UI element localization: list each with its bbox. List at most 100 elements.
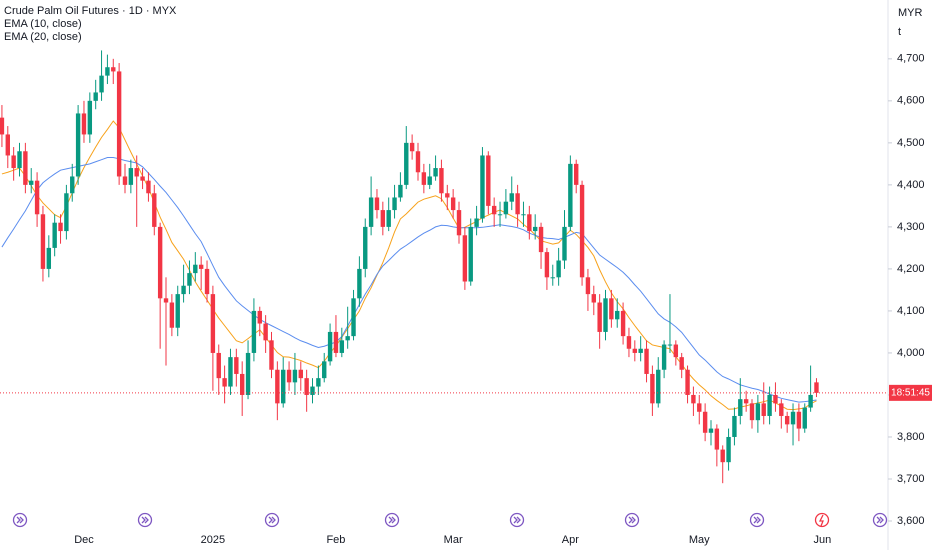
y-tick-label: 4,300: [897, 221, 925, 233]
candle-body: [515, 193, 520, 215]
candle-body: [650, 373, 655, 404]
candle-body: [392, 197, 397, 211]
candle-body: [234, 357, 239, 374]
candle-body: [152, 193, 157, 227]
candle-body: [204, 268, 210, 295]
y-tick-label: 4,600: [897, 95, 925, 107]
candle-body: [380, 210, 386, 227]
candle-body: [497, 214, 503, 216]
event-icon[interactable]: [12, 512, 28, 528]
candle-body: [439, 168, 444, 194]
candle-body: [163, 298, 169, 303]
candle-body: [409, 142, 415, 152]
candle-body: [421, 172, 427, 185]
y-tick-label: 4,700: [897, 53, 925, 65]
y-tick-label: 4,400: [897, 179, 925, 191]
event-icon[interactable]: [872, 512, 888, 528]
candle-body: [550, 277, 555, 279]
candle-body: [784, 415, 790, 425]
currency: MYR: [898, 7, 923, 19]
candle-body: [122, 176, 128, 185]
candle-body: [544, 252, 550, 278]
candle-body: [591, 294, 596, 303]
candle-body: [738, 399, 743, 416]
x-tick-label: Feb: [326, 534, 345, 546]
candle-body: [491, 205, 497, 215]
candle-body: [175, 294, 180, 328]
candle-body: [23, 151, 28, 185]
candle-body: [298, 369, 303, 379]
event-icon[interactable]: [264, 512, 280, 528]
candle-body: [257, 310, 262, 324]
candle-body: [456, 210, 462, 236]
unit: t: [898, 26, 901, 38]
candle-body: [503, 201, 509, 215]
candle-body: [339, 340, 345, 353]
event-icon[interactable]: [509, 512, 525, 528]
candle-body: [210, 294, 216, 353]
candle-body: [322, 361, 327, 379]
candle-body: [667, 344, 673, 346]
candle-body: [574, 163, 579, 185]
candle-body: [374, 197, 380, 211]
event-icon[interactable]: [624, 512, 640, 528]
event-icon[interactable]: [384, 512, 400, 528]
candle-body: [445, 193, 450, 198]
candle-body: [404, 142, 409, 185]
candle-body: [597, 302, 602, 332]
ema-line: [1, 157, 817, 403]
candle-body: [140, 176, 145, 181]
legend: Crude Palm Oil Futures · 1D · MYX EMA (1…: [4, 5, 177, 43]
candle-body: [292, 369, 298, 383]
candle-body: [743, 399, 749, 404]
candle-body: [228, 357, 233, 387]
countdown-box: [889, 384, 932, 401]
candle-body: [726, 436, 731, 463]
candle-body: [761, 403, 766, 416]
icon-bolt: [818, 514, 824, 527]
candle-body: [105, 67, 110, 76]
candle-body: [251, 310, 257, 353]
event-icon[interactable]: [749, 512, 765, 528]
candle-body: [538, 226, 544, 253]
event-icons[interactable]: [12, 512, 888, 528]
candle-body: [70, 176, 75, 194]
candle-body: [626, 336, 632, 349]
candle-body: [17, 151, 22, 169]
y-tick-label: 4,100: [897, 305, 925, 317]
candle-body: [691, 394, 696, 404]
candle-body: [656, 369, 661, 404]
candle-body: [521, 214, 526, 216]
candle-body: [468, 226, 473, 282]
candle-body: [0, 117, 5, 135]
candle-body: [714, 428, 720, 450]
candle-body: [638, 348, 643, 353]
candle-body: [286, 369, 292, 383]
candle-body: [427, 176, 432, 185]
candle-body: [304, 378, 309, 395]
icon-arrows: [16, 516, 884, 524]
y-tick-label: 3,600: [897, 515, 925, 527]
candle-body: [562, 226, 567, 261]
candle-body: [181, 285, 186, 295]
candle-body: [333, 331, 339, 353]
candle-body: [11, 155, 16, 169]
event-icon[interactable]: [814, 512, 830, 528]
y-tick-label: 3,800: [897, 431, 925, 443]
candle-body: [29, 180, 34, 185]
candle-body: [697, 403, 702, 412]
candle-body: [702, 411, 708, 433]
candle-body: [5, 134, 10, 156]
candle-body: [486, 155, 491, 206]
event-icon[interactable]: [137, 512, 153, 528]
candle-body: [146, 180, 151, 194]
candle-body: [128, 168, 134, 185]
y-tick-label: 3,700: [897, 473, 925, 485]
candle-body: [433, 168, 438, 177]
legend-entry: EMA (10, close): [4, 18, 82, 30]
candle-body: [808, 394, 813, 408]
x-tick-label: May: [689, 534, 710, 546]
candle-body: [316, 378, 321, 387]
candle-body: [532, 226, 538, 232]
candle-body: [34, 180, 40, 215]
